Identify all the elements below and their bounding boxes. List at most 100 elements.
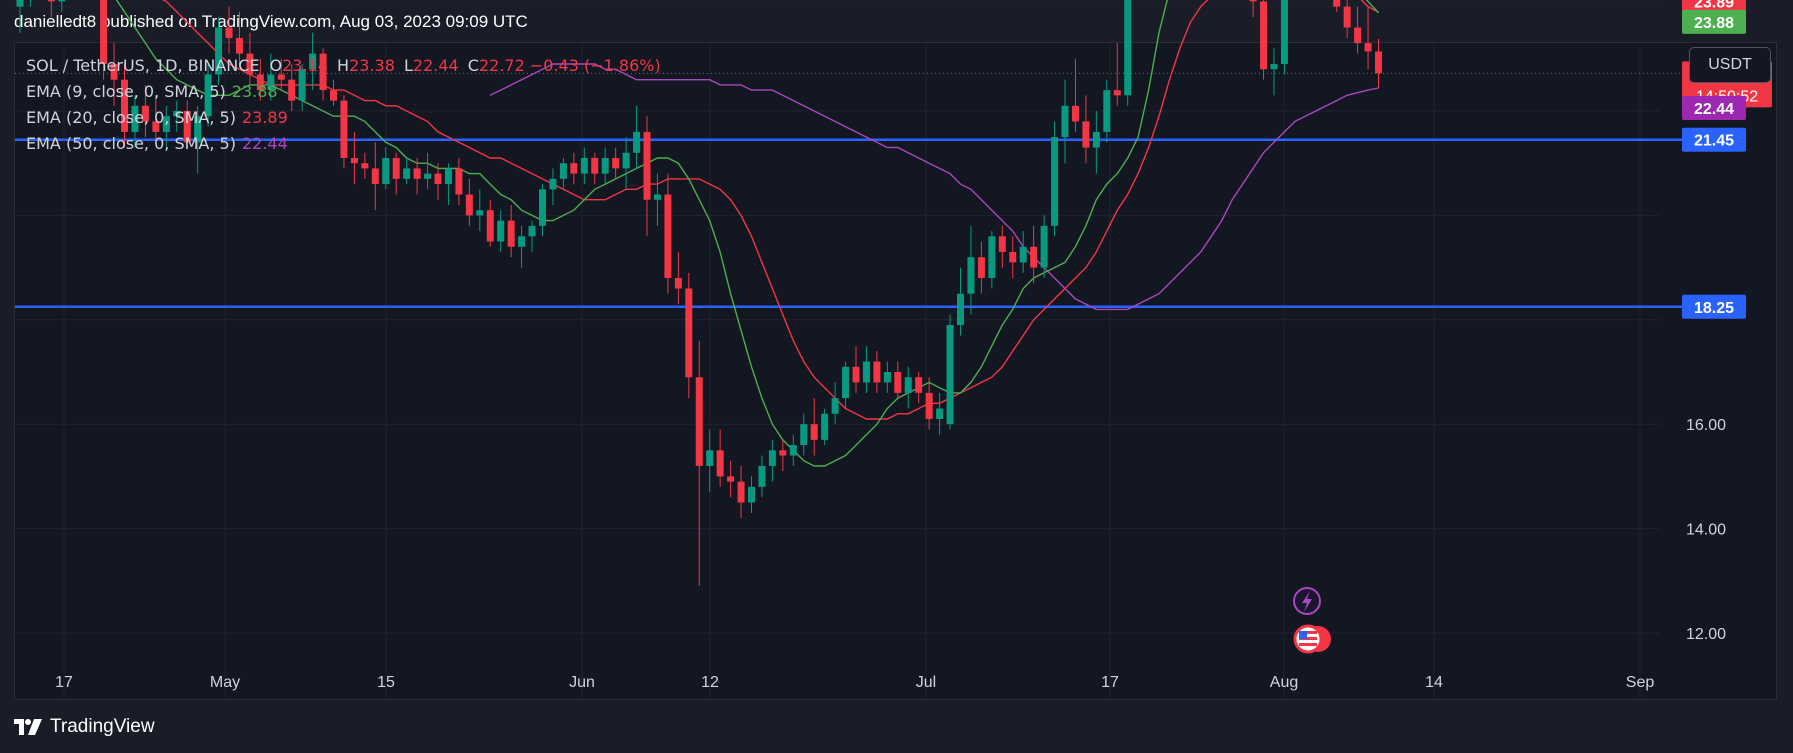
candle[interactable]: [925, 377, 933, 430]
candle[interactable]: [1009, 236, 1017, 279]
candle[interactable]: [957, 267, 964, 336]
candle[interactable]: [936, 392, 944, 435]
candle[interactable]: [403, 157, 411, 185]
candle[interactable]: [748, 476, 755, 513]
candle[interactable]: [664, 173, 672, 294]
candle[interactable]: [685, 272, 693, 399]
candle[interactable]: [361, 152, 369, 179]
candle[interactable]: [977, 241, 985, 294]
candle[interactable]: [716, 429, 724, 487]
candle[interactable]: [507, 204, 515, 258]
candle[interactable]: [1113, 43, 1121, 106]
candle[interactable]: [1071, 58, 1079, 132]
candle[interactable]: [779, 439, 787, 472]
candle[interactable]: [1092, 111, 1100, 174]
candle[interactable]: [988, 231, 996, 289]
candle[interactable]: [1124, 0, 1132, 106]
candle[interactable]: [371, 142, 379, 211]
footer-brand[interactable]: TradingView: [14, 716, 155, 738]
candle[interactable]: [288, 64, 296, 111]
candle[interactable]: [486, 199, 494, 247]
ema20-line[interactable]: [104, 0, 1379, 420]
candle[interactable]: [570, 152, 578, 185]
candle[interactable]: [298, 64, 306, 111]
candle[interactable]: [1280, 0, 1288, 75]
candle[interactable]: [800, 413, 808, 456]
candle[interactable]: [1270, 48, 1278, 96]
candle[interactable]: [842, 361, 850, 409]
candle[interactable]: [1260, 0, 1268, 80]
candle[interactable]: [862, 345, 870, 393]
candle[interactable]: [1051, 121, 1059, 237]
candle[interactable]: [309, 32, 317, 91]
candle[interactable]: [465, 178, 473, 226]
candle[interactable]: [382, 147, 390, 190]
candle[interactable]: [915, 372, 923, 404]
candle[interactable]: [444, 163, 452, 205]
candle[interactable]: [768, 439, 776, 482]
candle[interactable]: [831, 382, 839, 425]
candle[interactable]: [1249, 0, 1257, 18]
candle[interactable]: [455, 157, 463, 205]
candle[interactable]: [737, 465, 745, 519]
candle[interactable]: [330, 79, 337, 106]
candle[interactable]: [131, 95, 139, 148]
candle[interactable]: [47, 0, 55, 18]
candle[interactable]: [967, 225, 975, 315]
candle[interactable]: [58, 0, 66, 12]
candle[interactable]: [1040, 215, 1048, 279]
candle[interactable]: [539, 184, 546, 237]
candle[interactable]: [173, 100, 181, 132]
candle[interactable]: [633, 105, 641, 169]
candle[interactable]: [601, 147, 609, 185]
candle[interactable]: [1030, 225, 1038, 284]
candle[interactable]: [183, 100, 191, 148]
candle[interactable]: [622, 137, 630, 190]
candle[interactable]: [162, 105, 170, 148]
candle[interactable]: [674, 251, 682, 305]
candle[interactable]: [392, 152, 400, 195]
candle[interactable]: [413, 157, 421, 195]
candle[interactable]: [256, 58, 264, 101]
ema20-row[interactable]: EMA (20, close, 0, SMA, 5) 23.89: [26, 105, 661, 131]
candle[interactable]: [277, 58, 285, 91]
candle[interactable]: [141, 84, 149, 138]
candle[interactable]: [894, 361, 902, 399]
candle[interactable]: [152, 95, 160, 143]
candle[interactable]: [1354, 6, 1362, 54]
candle[interactable]: [27, 0, 34, 7]
candle[interactable]: [121, 64, 128, 148]
candle[interactable]: [591, 152, 599, 185]
candle[interactable]: [789, 434, 797, 466]
candle[interactable]: [225, 6, 233, 54]
candle[interactable]: [204, 64, 212, 127]
candle[interactable]: [653, 173, 661, 226]
candle[interactable]: [695, 340, 703, 587]
candle[interactable]: [758, 455, 766, 498]
candle[interactable]: [998, 225, 1006, 268]
candle[interactable]: [528, 220, 536, 252]
candle[interactable]: [1061, 79, 1069, 164]
candle[interactable]: [215, 17, 223, 85]
candle[interactable]: [235, 11, 243, 65]
candle[interactable]: [1375, 38, 1382, 89]
candle[interactable]: [612, 147, 620, 179]
candle[interactable]: [246, 32, 254, 85]
candle[interactable]: [340, 95, 348, 169]
candle[interactable]: [643, 116, 651, 237]
candle[interactable]: [497, 210, 505, 252]
candle[interactable]: [580, 147, 588, 185]
candle[interactable]: [110, 43, 118, 106]
candle[interactable]: [810, 398, 818, 456]
candle[interactable]: [100, 0, 108, 80]
candle[interactable]: [821, 408, 829, 446]
candle[interactable]: [904, 366, 912, 409]
candle[interactable]: [194, 105, 202, 174]
candle[interactable]: [1343, 0, 1351, 38]
candle[interactable]: [883, 361, 891, 393]
candle[interactable]: [434, 163, 442, 200]
candle[interactable]: [518, 225, 526, 268]
ema9-row[interactable]: EMA (9, close, 0, SMA, 5) 23.88: [26, 79, 661, 105]
candle[interactable]: [873, 351, 881, 393]
